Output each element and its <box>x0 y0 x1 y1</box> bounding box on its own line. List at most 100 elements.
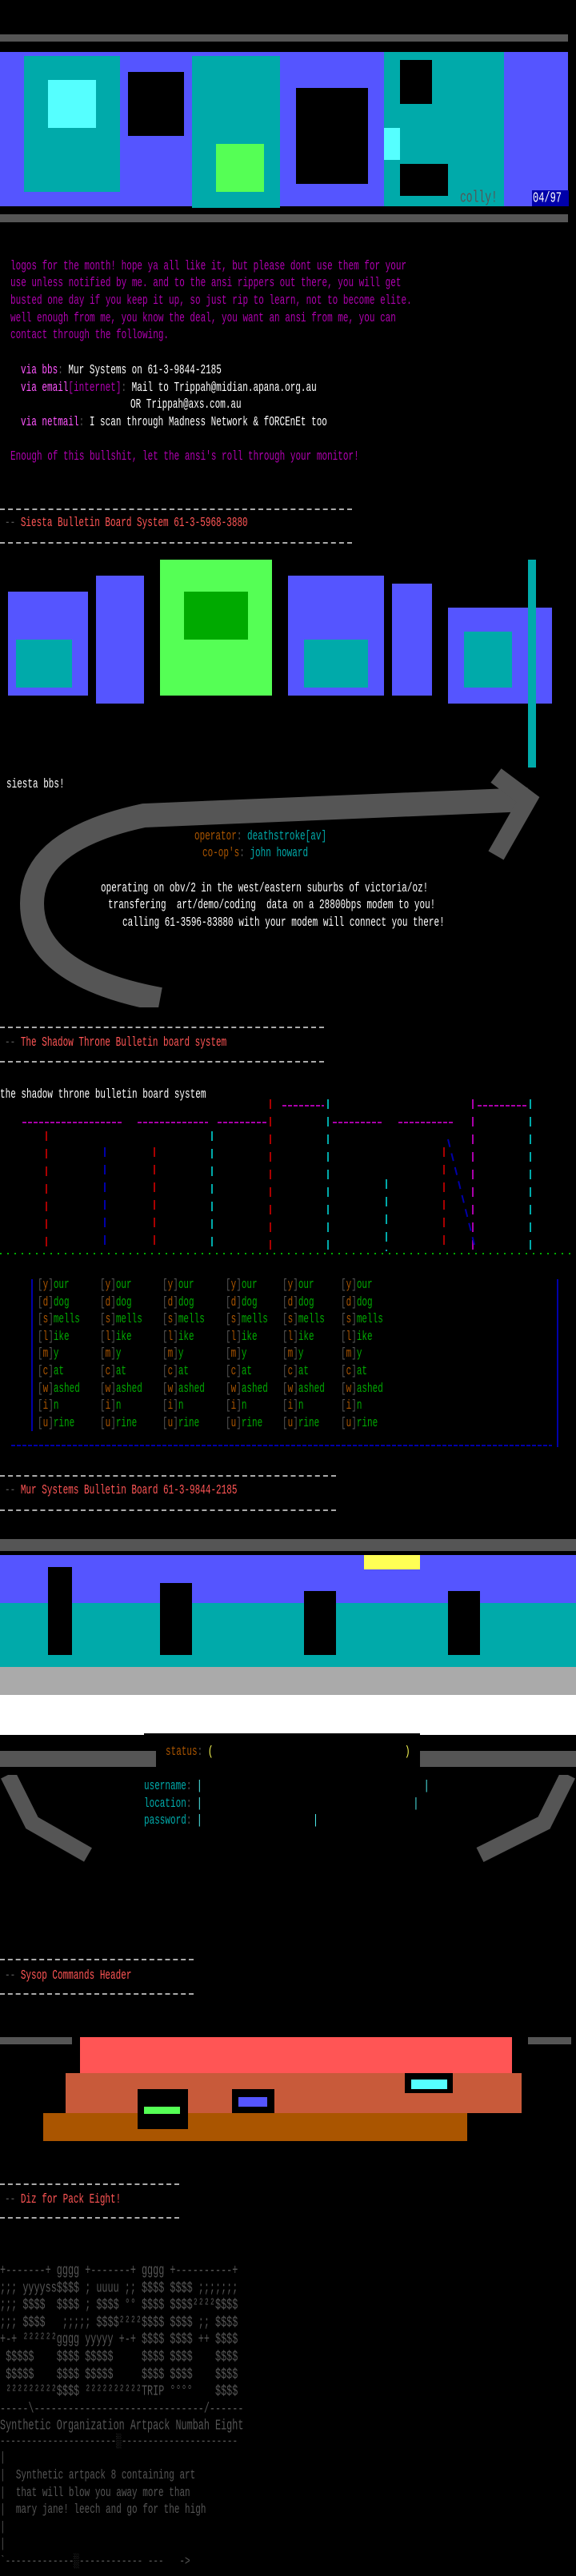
menu-item-ddog[interactable]: [d]dog <box>341 1295 373 1310</box>
menu-item-like[interactable]: [l]ike <box>226 1330 258 1346</box>
menu-item-my[interactable]: [m]y <box>162 1347 184 1362</box>
menu-item-smells[interactable]: [s]mells <box>226 1312 268 1328</box>
contact-email: via email[internet]: Mail to Trippah@mid… <box>21 381 317 397</box>
menu-item-in[interactable]: [i]n <box>341 1398 362 1414</box>
menu-item-my[interactable]: [m]y <box>282 1347 304 1362</box>
diz-desc: | Synthetic artpack 8 containing art <box>0 2468 196 2484</box>
menu-item-ddog[interactable]: [d]dog <box>100 1295 132 1310</box>
diz-art-line: -----\------------------------------/---… <box>0 2399 244 2418</box>
password-field[interactable]: password: | | <box>144 1813 318 1829</box>
logo-signature: colly! <box>460 188 498 207</box>
menu-item-smells[interactable]: [s]mells <box>341 1312 383 1328</box>
intro-line: busted one day if you keep it up, so jus… <box>10 293 412 309</box>
siesta-name: siesta bbs! <box>6 777 65 793</box>
email-link[interactable]: Mail to Trippah@midian.apana.org.au <box>131 381 317 397</box>
divider <box>0 1475 336 1477</box>
menu-item-urine[interactable]: [u]rine <box>341 1416 378 1432</box>
diz-art-line: ;;; $$$$ ;;;;; $$$$²²²²$$$$ $$$$ ;; $$$$ <box>0 2313 238 2331</box>
location-field[interactable]: location: | | <box>144 1796 419 1812</box>
menu-item-ddog[interactable]: [d]dog <box>226 1295 258 1310</box>
menu-item-my[interactable]: [m]y <box>226 1347 247 1362</box>
menu-item-like[interactable]: [l]ike <box>100 1330 132 1346</box>
divider <box>0 1993 194 1995</box>
menu-item-cat[interactable]: [c]at <box>341 1364 368 1380</box>
logo-date: 04/97 <box>533 189 562 207</box>
menu-item-your[interactable]: [y]our <box>38 1278 70 1294</box>
menu-item-my[interactable]: [m]y <box>38 1347 59 1362</box>
diz-art-line: +-------+ gggg +-------+ gggg +---------… <box>0 2262 238 2279</box>
diz-art-line: $$$$$ $$$$ $$$$$ $$$$ $$$$ $$$$ <box>0 2348 238 2366</box>
status-close: ) <box>405 1745 410 1761</box>
section-header-diz: -- Diz for Pack Eight! <box>5 2192 122 2208</box>
diz-desc: | that will blow you away more than <box>0 2486 190 2502</box>
menu-item-your[interactable]: [y]our <box>226 1278 258 1294</box>
menu-item-cat[interactable]: [c]at <box>162 1364 190 1380</box>
username-field[interactable]: username: | | <box>144 1779 430 1795</box>
menu-item-smells[interactable]: [s]mells <box>38 1312 80 1328</box>
shadow-title: the shadow throne bulletin board system <box>0 1087 206 1103</box>
menu-item-your[interactable]: [y]our <box>282 1278 314 1294</box>
menu-item-my[interactable]: [m]y <box>341 1347 362 1362</box>
divider <box>0 542 352 544</box>
menu-item-urine[interactable]: [u]rine <box>38 1416 75 1432</box>
divider <box>0 508 352 510</box>
diz-desc: | mary jane! leech and go for the high <box>0 2502 206 2518</box>
intro-line: logos for the month! hope ya all like it… <box>10 259 407 275</box>
diz-art-line: $$$$$ $$$$ $$$$$ $$$$ $$$$ $$$$ <box>0 2365 238 2383</box>
menu-item-in[interactable]: [i]n <box>282 1398 304 1414</box>
menu-item-cat[interactable]: [c]at <box>100 1364 127 1380</box>
contact-email-alt[interactable]: OR Trippah@axs.com.au <box>130 397 242 413</box>
menu-item-like[interactable]: [l]ike <box>162 1330 194 1346</box>
siesta-info: calling 61-3596-83880 with your modem wi… <box>122 915 445 931</box>
menu-item-your[interactable]: [y]our <box>341 1278 373 1294</box>
menu-item-your[interactable]: [y]our <box>100 1278 132 1294</box>
menu-item-washed[interactable]: [w]ashed <box>162 1382 205 1397</box>
menu-item-in[interactable]: [i]n <box>100 1398 122 1414</box>
menu-item-washed[interactable]: [w]ashed <box>226 1382 268 1397</box>
diz-art-line: +-+ ²²²²²²gggg yyyyy +-+ $$$$ $$$$ ++ $$… <box>0 2331 238 2349</box>
menu-item-cat[interactable]: [c]at <box>282 1364 310 1380</box>
menu-item-in[interactable]: [i]n <box>38 1398 59 1414</box>
shadow-menu-frame <box>11 1279 558 1447</box>
siesta-info: transfering art/demo/coding data on a 28… <box>108 898 436 914</box>
menu-item-urine[interactable]: [u]rine <box>226 1416 263 1432</box>
menu-item-ddog[interactable]: [d]dog <box>38 1295 70 1310</box>
menu-item-smells[interactable]: [s]mells <box>162 1312 205 1328</box>
menu-item-like[interactable]: [l]ike <box>282 1330 314 1346</box>
menu-item-smells[interactable]: [s]mells <box>100 1312 142 1328</box>
diz-border: | <box>0 2450 6 2466</box>
diz-art-line: ;;; yyyyss$$$$ ; uuuu ;; $$$$ $$$$ ;;;;;… <box>0 2279 238 2297</box>
intro-line: use unless notified by me. and to the an… <box>10 276 402 292</box>
divider <box>0 1959 194 1960</box>
siesta-coops: co-op's: john howard <box>202 846 309 862</box>
menu-item-washed[interactable]: [w]ashed <box>100 1382 142 1397</box>
mur-status: status: ( <box>166 1745 214 1761</box>
menu-item-cat[interactable]: [c]at <box>226 1364 253 1380</box>
diz-border: | <box>0 2520 6 2536</box>
menu-item-washed[interactable]: [w]ashed <box>38 1382 80 1397</box>
menu-item-washed[interactable]: [w]ashed <box>341 1382 383 1397</box>
menu-item-urine[interactable]: [u]rine <box>100 1416 138 1432</box>
menu-item-your[interactable]: [y]our <box>162 1278 194 1294</box>
diz-rule: ----------------------░-----------------… <box>0 2434 238 2450</box>
menu-item-like[interactable]: [l]ike <box>341 1330 373 1346</box>
menu-item-like[interactable]: [l]ike <box>38 1330 70 1346</box>
section-header-siesta: -- Siesta Bulletin Board System 61-3-596… <box>5 516 248 532</box>
divider <box>0 2183 179 2185</box>
menu-item-in[interactable]: [i]n <box>226 1398 247 1414</box>
menu-item-my[interactable]: [m]y <box>100 1347 122 1362</box>
menu-item-urine[interactable]: [u]rine <box>282 1416 320 1432</box>
divider <box>0 1027 324 1028</box>
menu-item-ddog[interactable]: [d]dog <box>162 1295 194 1310</box>
mur-swoosh <box>1 1775 575 1862</box>
intro-line: well enough from me, you know the deal, … <box>10 311 396 327</box>
menu-item-smells[interactable]: [s]mells <box>282 1312 325 1328</box>
menu-item-urine[interactable]: [u]rine <box>162 1416 200 1432</box>
menu-item-in[interactable]: [i]n <box>162 1398 184 1414</box>
menu-item-cat[interactable]: [c]at <box>38 1364 65 1380</box>
menu-item-ddog[interactable]: [d]dog <box>282 1295 314 1310</box>
menu-item-washed[interactable]: [w]ashed <box>282 1382 325 1397</box>
contact-bbs: via bbs: Mur Systems on 61-3-9844-2185 <box>21 363 222 379</box>
divider <box>0 1061 324 1063</box>
contact-netmail: via netmail: I scan through Madness Netw… <box>21 415 327 431</box>
